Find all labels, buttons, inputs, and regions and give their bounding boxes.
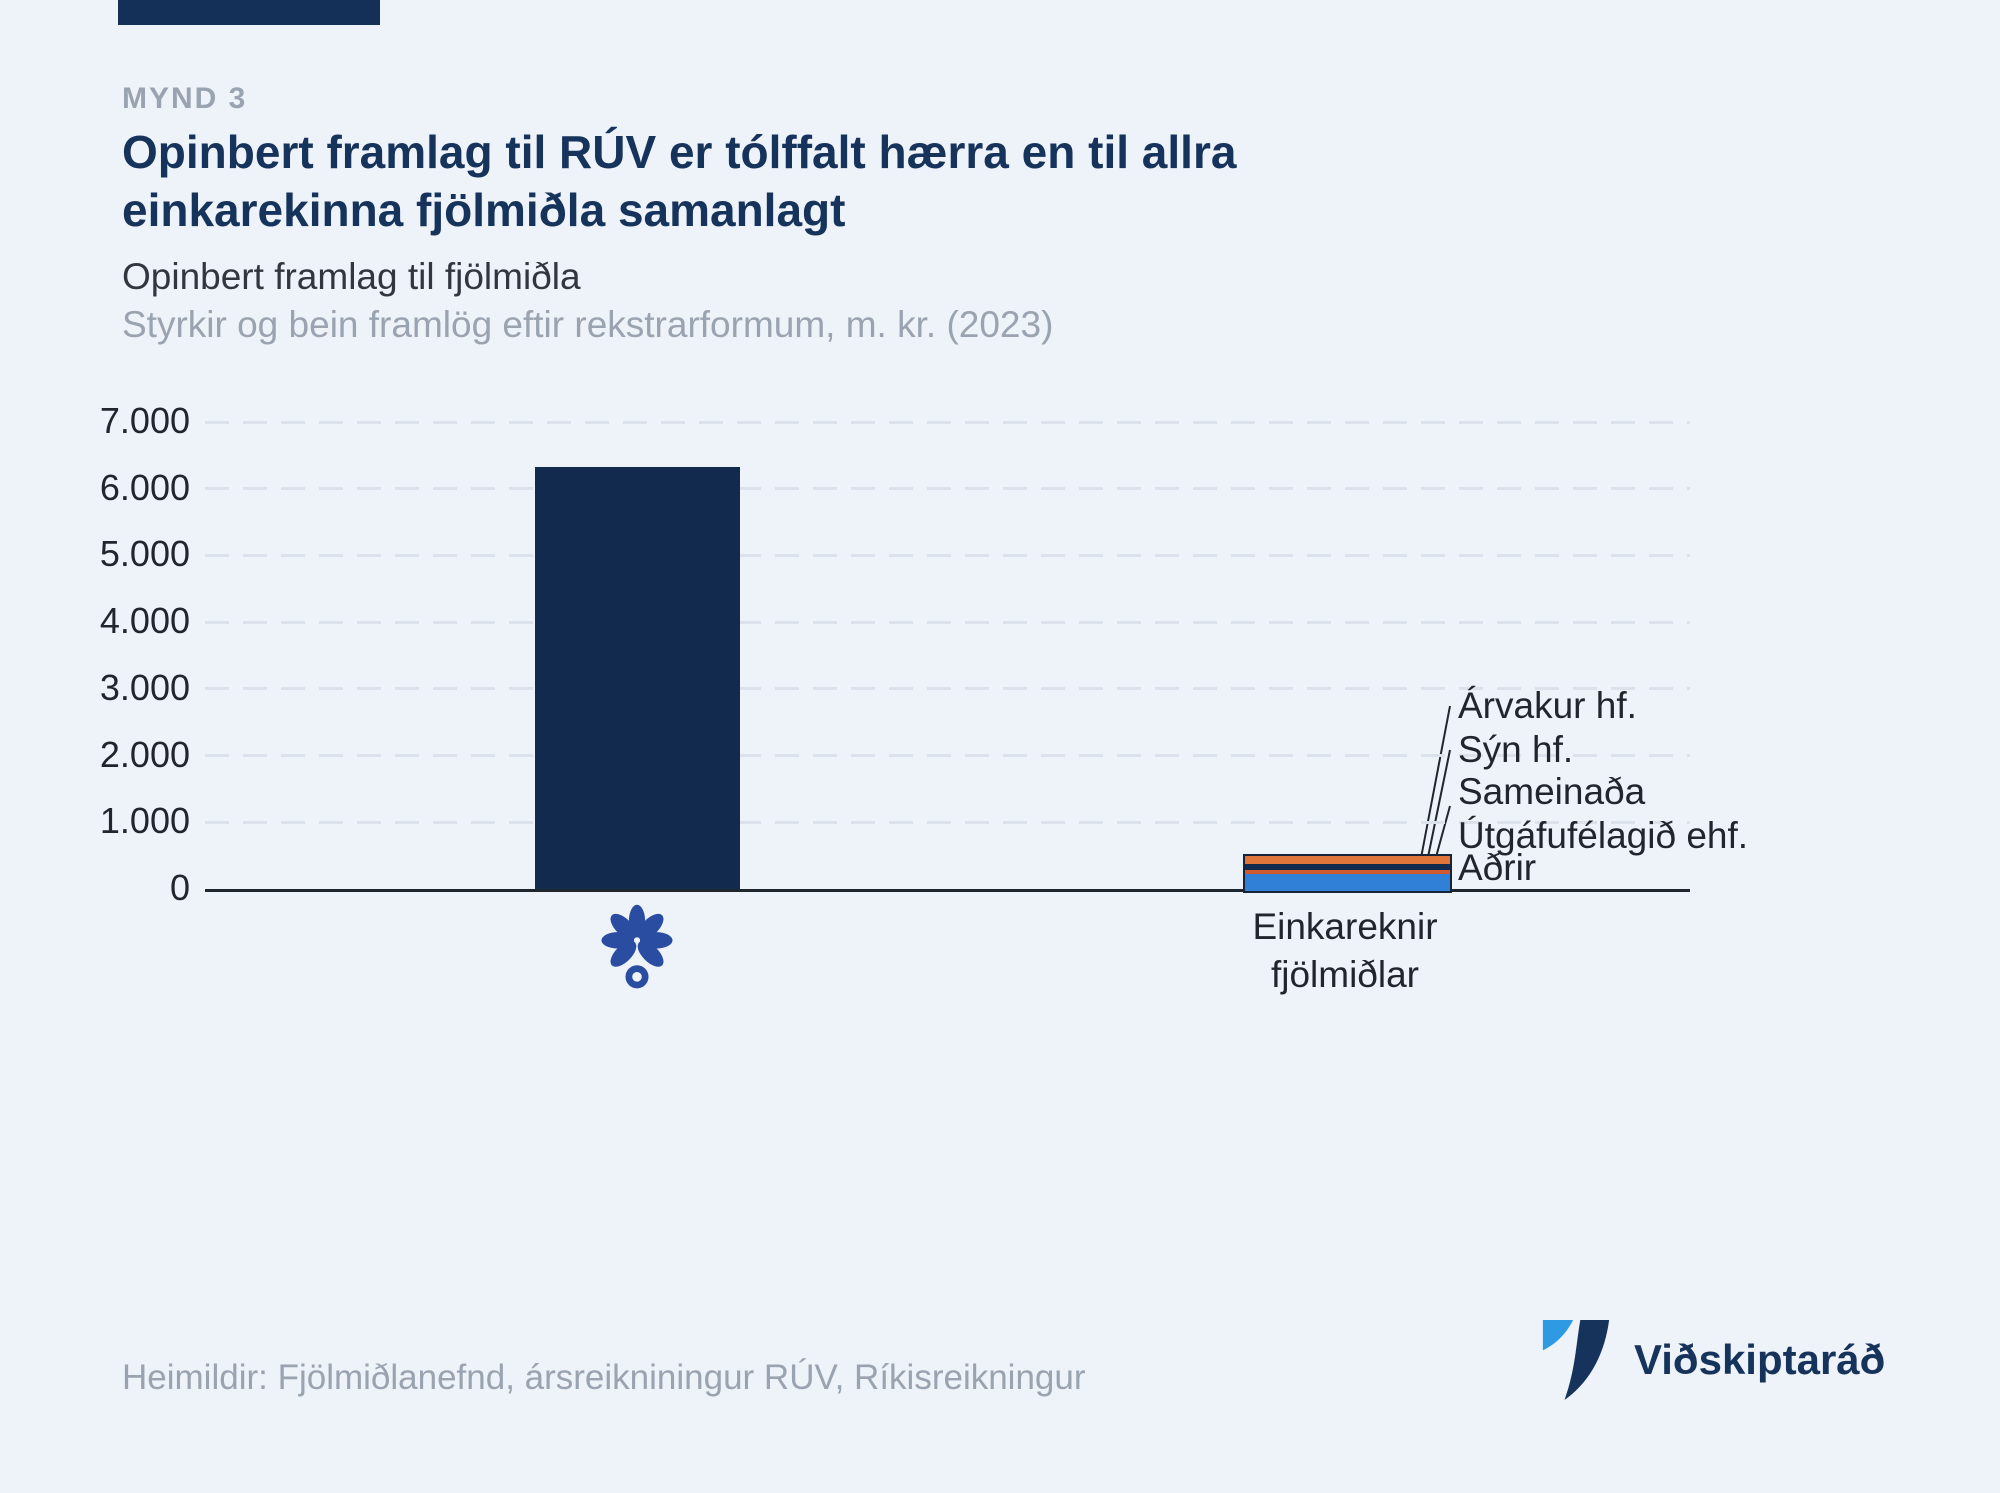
y-tick-label: 2.000	[99, 733, 190, 775]
annotation-label: Aðrir	[1458, 847, 1537, 888]
bar-segment	[1245, 869, 1450, 874]
brand-top-bar	[118, 0, 380, 25]
annotation-label: Sameinaða Útgáfufélagið ehf.	[1458, 771, 1749, 856]
y-tick-label: 4.000	[99, 600, 190, 642]
chart-subtitle: Styrkir og bein framlög eftir rekstrarfo…	[122, 304, 1054, 345]
bar-segment	[1245, 863, 1450, 870]
ruv-logo-icon	[601, 904, 673, 989]
category-label-private-media: Einkareknir fjölmiðlar	[1252, 906, 1438, 996]
gridline	[205, 687, 1690, 691]
gridline	[205, 420, 1690, 424]
gridline	[205, 487, 1690, 491]
bar-segment	[1245, 873, 1450, 891]
y-tick-label: 0	[169, 867, 190, 908]
annotation-label: Sýn hf.	[1458, 729, 1574, 770]
brand-name: Viðskiptaráð	[1634, 1336, 1886, 1383]
figure-label: MYND 3	[122, 82, 248, 115]
gridline	[205, 820, 1690, 824]
y-tick-label: 3.000	[99, 666, 190, 708]
annotation-label: Árvakur hf.	[1458, 685, 1637, 726]
sources-footnote: Heimildir: Fjölmiðlanefnd, ársreiknining…	[122, 1358, 1086, 1397]
bar-segment	[535, 467, 740, 889]
vidskiptarad-logo-icon	[1542, 1320, 1610, 1400]
bar-segment	[1245, 856, 1450, 864]
bar-ruv	[535, 467, 740, 889]
y-tick-label: 1.000	[99, 800, 190, 842]
brand-lockup: Viðskiptaráð	[1540, 1318, 1885, 1402]
gridline	[205, 553, 1690, 557]
y-tick-label: 5.000	[99, 533, 190, 575]
gridline	[205, 620, 1690, 624]
gridline	[205, 754, 1690, 758]
y-tick-label: 6.000	[99, 466, 190, 508]
y-tick-label: 7.000	[99, 400, 190, 441]
chart-title: Opinbert framlag til fjölmiðla	[122, 256, 581, 297]
page-title: Opinbert framlag til RÚV er tólffalt hær…	[122, 126, 1237, 236]
bar-private-media	[1243, 854, 1452, 893]
x-axis-line	[205, 889, 1690, 892]
